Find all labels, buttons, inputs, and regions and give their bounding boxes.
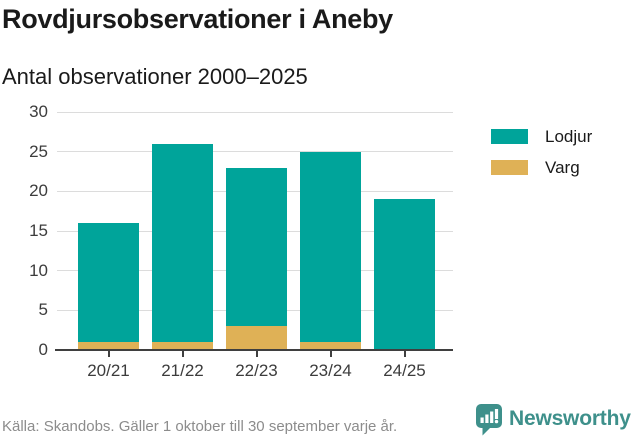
x-tick-label: 21/22 xyxy=(161,361,204,380)
source-note: Källa: Skandobs. Gäller 1 oktober till 3… xyxy=(2,418,398,435)
x-tick-label: 22/23 xyxy=(235,361,278,380)
x-tick-label: 24/25 xyxy=(383,361,426,380)
bar-segment-varg xyxy=(78,342,139,350)
y-tick-label: 20 xyxy=(29,181,48,201)
y-tick-label: 0 xyxy=(38,340,48,359)
bar-segment-varg xyxy=(152,342,213,350)
legend: Lodjur Varg xyxy=(491,128,592,190)
x-axis-line xyxy=(55,349,453,351)
bar-segment-varg xyxy=(226,326,287,350)
newsworthy-logo: Newsworthy xyxy=(476,404,631,436)
bar-segment-lodjur xyxy=(78,223,139,343)
gridline xyxy=(57,151,453,153)
x-tick xyxy=(403,351,406,357)
x-tick-label: 20/21 xyxy=(87,361,130,380)
newsworthy-wordmark: Newsworthy xyxy=(509,407,631,430)
gridline xyxy=(57,111,453,113)
bar-segment-lodjur xyxy=(374,199,435,350)
x-tick xyxy=(329,351,332,357)
newsworthy-icon xyxy=(476,404,502,436)
x-tick xyxy=(181,351,184,357)
y-tick-label: 5 xyxy=(38,300,48,320)
y-tick-label: 25 xyxy=(29,141,48,161)
y-tick-label: 15 xyxy=(29,221,48,240)
bar-segment-lodjur xyxy=(226,167,287,327)
legend-label: Lodjur xyxy=(545,127,593,146)
bar-segment-lodjur xyxy=(300,151,361,343)
chart-title: Rovdjursobservationer i Aneby xyxy=(2,4,393,34)
legend-label: Varg xyxy=(545,158,580,177)
legend-item-lodjur: Lodjur xyxy=(491,128,592,145)
x-tick-label: 23/24 xyxy=(309,361,352,380)
legend-swatch-varg xyxy=(491,160,528,175)
bar-segment-varg xyxy=(300,342,361,350)
bar-segment-lodjur xyxy=(152,143,213,343)
chart-subtitle: Antal observationer 2000–2025 xyxy=(2,64,308,89)
y-tick-label: 30 xyxy=(29,102,48,121)
y-tick-label: 10 xyxy=(29,260,48,280)
x-tick xyxy=(255,351,258,357)
legend-swatch-lodjur xyxy=(491,129,528,144)
x-tick xyxy=(107,351,110,357)
legend-item-varg: Varg xyxy=(491,159,592,176)
